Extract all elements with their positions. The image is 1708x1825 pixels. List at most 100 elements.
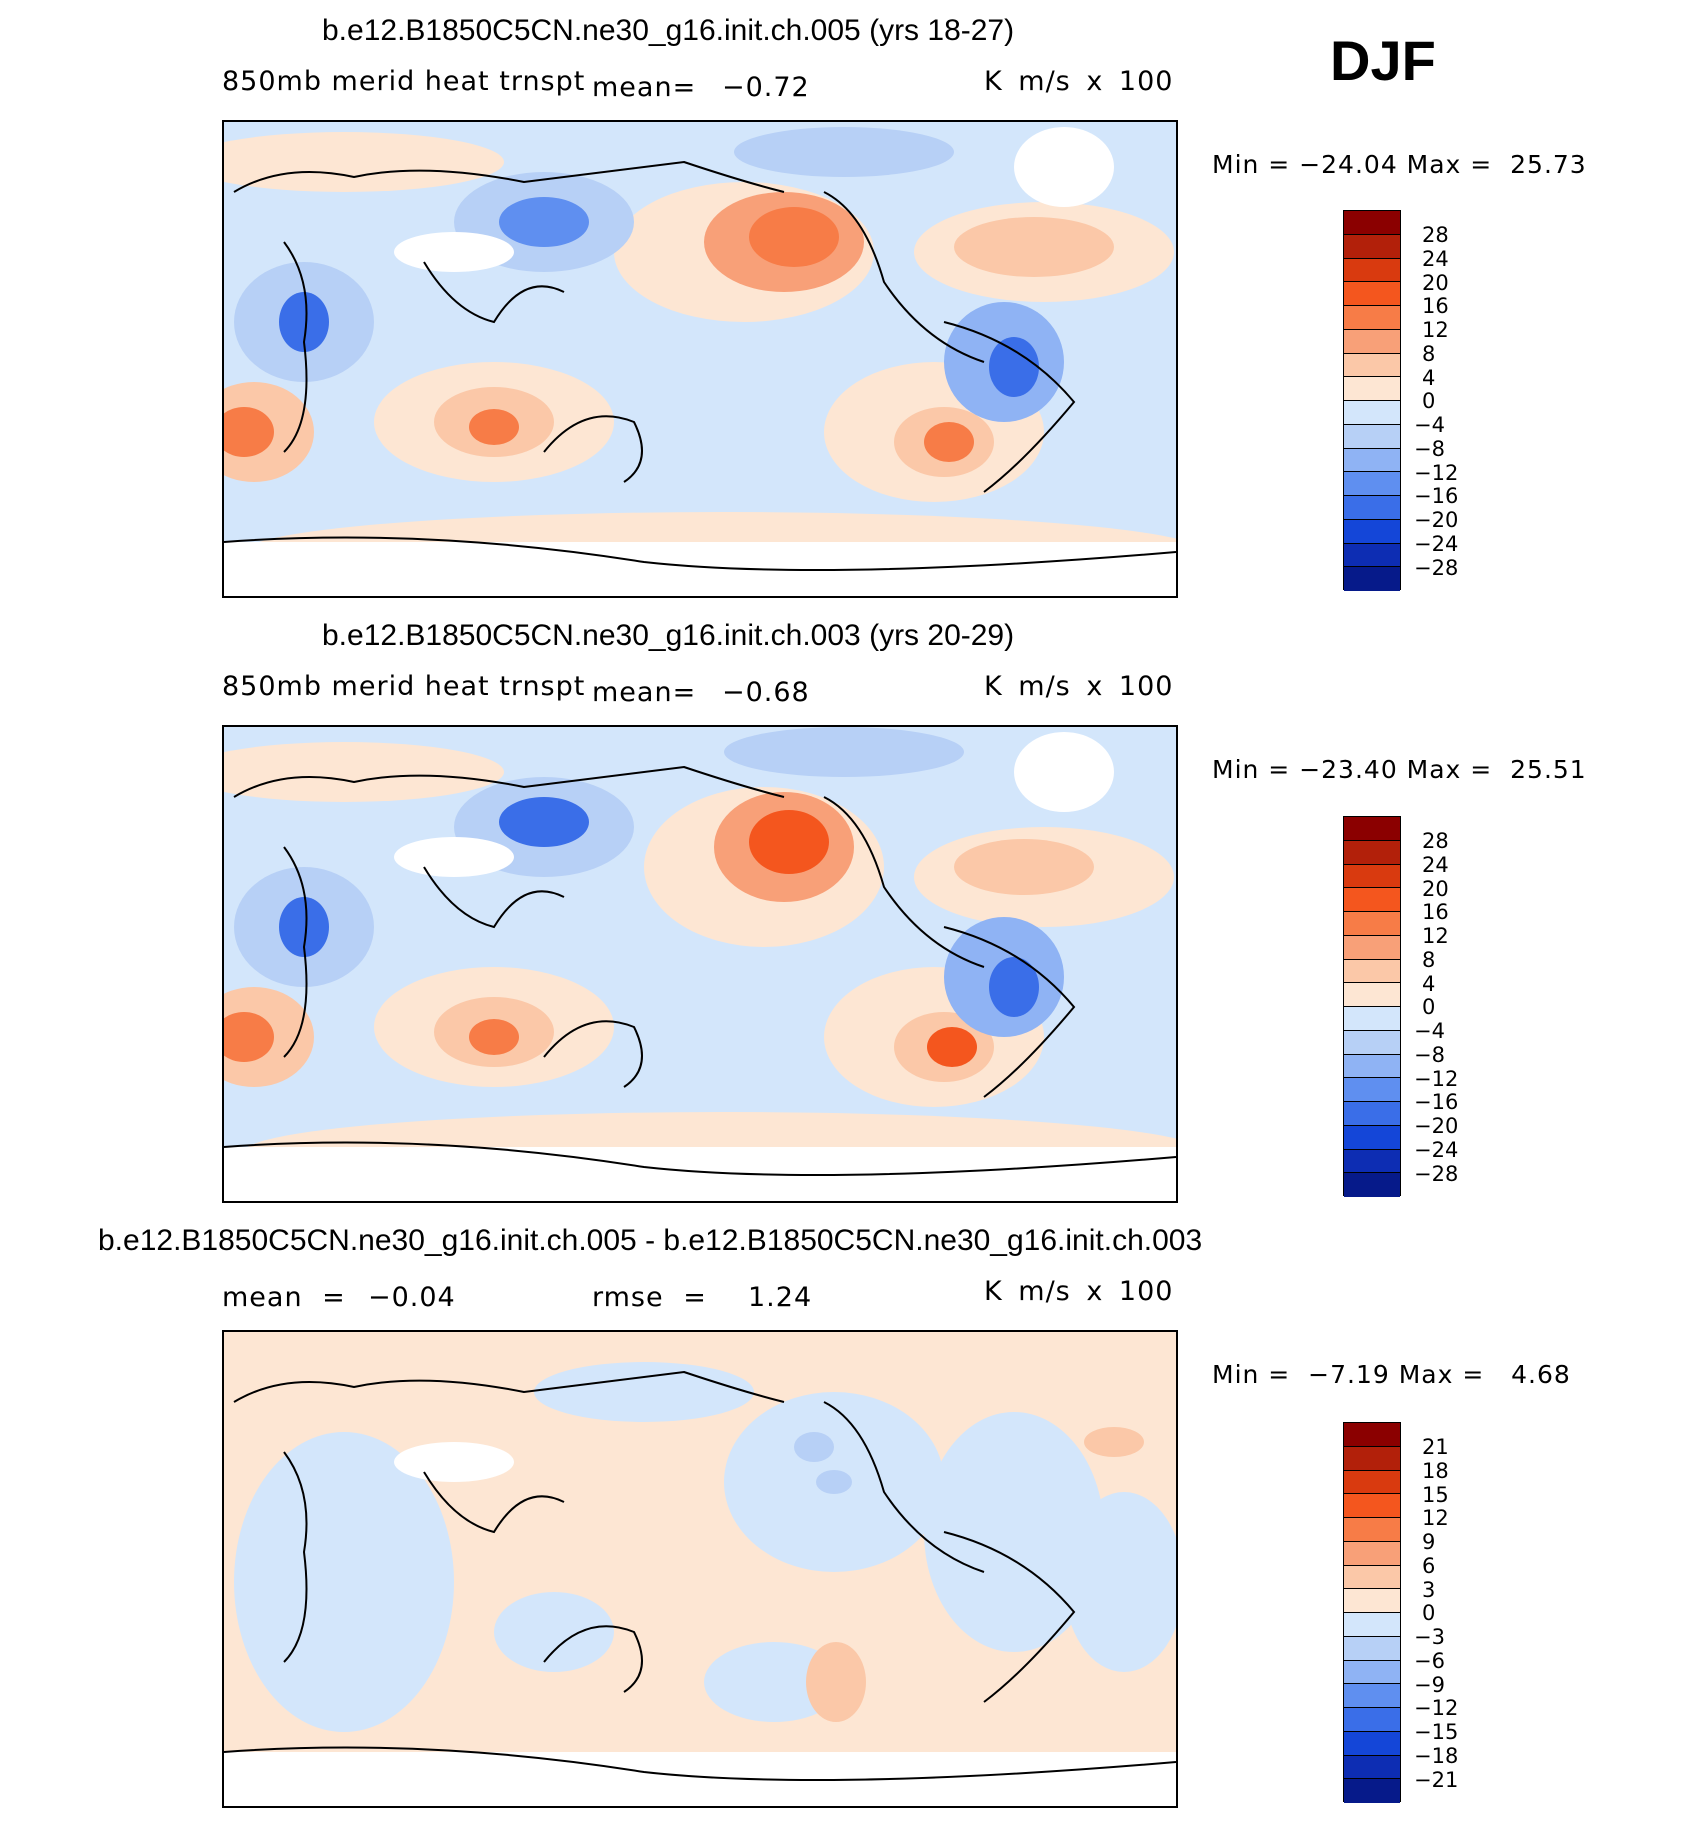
- panel1-units: K m/s x 100: [984, 66, 1174, 97]
- colorbar-swatch: [1344, 329, 1400, 354]
- colorbar-label: −12: [1414, 1696, 1459, 1720]
- colorbar-swatch: [1344, 567, 1400, 591]
- colorbar-swatch: [1344, 912, 1400, 936]
- colorbar-label: 15: [1422, 1483, 1449, 1507]
- colorbar-label: 18: [1422, 1459, 1449, 1483]
- colorbar-label: 3: [1422, 1578, 1436, 1602]
- colorbar-swatch: [1344, 472, 1400, 496]
- panel2-units: K m/s x 100: [984, 671, 1174, 702]
- colorbar-swatch: [1344, 817, 1400, 841]
- colorbar-label: −16: [1414, 484, 1459, 508]
- colorbar-label: 12: [1422, 1506, 1449, 1530]
- colorbar-swatch: [1344, 1589, 1400, 1613]
- colorbar-label: 9: [1422, 1530, 1436, 1554]
- panel3-title: b.e12.B1850C5CN.ne30_g16.init.ch.005 - b…: [98, 1224, 1203, 1257]
- panel3-rmse-value: 1.24: [748, 1282, 813, 1313]
- colorbar-swatch: [1344, 840, 1400, 865]
- colorbar-label: 20: [1422, 877, 1449, 901]
- colorbar-label: −20: [1414, 508, 1459, 532]
- colorbar-swatch: [1344, 1030, 1400, 1055]
- colorbar-label: 4: [1422, 972, 1436, 996]
- colorbar-label: 0: [1422, 389, 1436, 413]
- colorbar-swatch: [1344, 959, 1400, 984]
- colorbar-swatch: [1344, 1470, 1400, 1495]
- panel1-mean-value: −0.72: [722, 72, 810, 103]
- colorbar-label: −28: [1414, 556, 1459, 580]
- colorbar-swatch: [1344, 306, 1400, 330]
- panel3-mean-value: −0.04: [368, 1282, 456, 1313]
- colorbar-swatch: [1344, 1007, 1400, 1031]
- panel1-variable: 850mb merid heat trnspt: [222, 66, 586, 97]
- colorbar-label: −21: [1414, 1768, 1459, 1792]
- colorbar-label: −6: [1414, 1649, 1445, 1673]
- colorbar-label: 12: [1422, 924, 1449, 948]
- panel2-minmax: Min = −23.40 Max = 25.51: [1212, 755, 1587, 784]
- colorbar-swatch: [1344, 1102, 1400, 1126]
- colorbar-swatch: [1344, 1708, 1400, 1732]
- colorbar-label: 20: [1422, 271, 1449, 295]
- colorbar-swatch: [1344, 519, 1400, 544]
- panel2-field: [224, 727, 1176, 1201]
- colorbar-swatch: [1344, 1173, 1400, 1197]
- colorbar-label: −8: [1414, 1043, 1445, 1067]
- panel2-variable: 850mb merid heat trnspt: [222, 671, 586, 702]
- colorbar-label: −4: [1414, 413, 1445, 437]
- colorbar-label: −20: [1414, 1114, 1459, 1138]
- colorbar-swatch: [1344, 935, 1400, 960]
- colorbar-swatch: [1344, 401, 1400, 425]
- colorbar-label: −24: [1414, 532, 1459, 556]
- colorbar-swatch: [1344, 1779, 1400, 1803]
- colorbar-label: 24: [1422, 247, 1449, 271]
- colorbar-label: 16: [1422, 294, 1449, 318]
- panel2-colorbar: [1343, 816, 1401, 1197]
- panel2-map: [222, 725, 1178, 1203]
- colorbar-label: −9: [1414, 1673, 1445, 1697]
- colorbar-label: 0: [1422, 1601, 1436, 1625]
- colorbar-label: 28: [1422, 829, 1449, 853]
- panel1-minmax: Min = −24.04 Max = 25.73: [1212, 150, 1587, 179]
- colorbar-swatch: [1344, 1125, 1400, 1150]
- colorbar-swatch: [1344, 1541, 1400, 1566]
- colorbar-swatch: [1344, 1660, 1400, 1685]
- colorbar-label: 24: [1422, 853, 1449, 877]
- colorbar-swatch: [1344, 1565, 1400, 1590]
- colorbar-label: 12: [1422, 318, 1449, 342]
- panel3-field: [224, 1332, 1176, 1806]
- panel1-colorbar: [1343, 210, 1401, 591]
- panel3-rmse-label: rmse =: [592, 1282, 707, 1313]
- colorbar-label: −24: [1414, 1138, 1459, 1162]
- colorbar-label: −3: [1414, 1625, 1445, 1649]
- colorbar-label: −18: [1414, 1744, 1459, 1768]
- panel3-units: K m/s x 100: [984, 1276, 1174, 1307]
- colorbar-swatch: [1344, 448, 1400, 473]
- colorbar-swatch: [1344, 864, 1400, 889]
- colorbar-swatch: [1344, 983, 1400, 1007]
- panel3-minmax: Min = −7.19 Max = 4.68: [1212, 1360, 1571, 1389]
- colorbar-swatch: [1344, 1149, 1400, 1174]
- colorbar-swatch: [1344, 1684, 1400, 1708]
- panel2-mean-value: −0.68: [722, 677, 810, 708]
- colorbar-swatch: [1344, 377, 1400, 401]
- colorbar-swatch: [1344, 1054, 1400, 1079]
- colorbar-label: −28: [1414, 1162, 1459, 1186]
- colorbar-label: −8: [1414, 437, 1445, 461]
- colorbar-swatch: [1344, 1613, 1400, 1637]
- panel3-map: [222, 1330, 1178, 1808]
- colorbar-swatch: [1344, 282, 1400, 306]
- season-label: DJF: [1330, 29, 1436, 92]
- colorbar-label: 0: [1422, 995, 1436, 1019]
- panel3-colorbar: [1343, 1422, 1401, 1803]
- colorbar-label: 8: [1422, 948, 1436, 972]
- colorbar-label: 6: [1422, 1554, 1436, 1578]
- colorbar-label: 8: [1422, 342, 1436, 366]
- colorbar-swatch: [1344, 888, 1400, 912]
- colorbar-swatch: [1344, 496, 1400, 520]
- panel2-mean-label: mean=: [592, 677, 697, 708]
- panel3-mean-label: mean =: [222, 1282, 346, 1313]
- colorbar-swatch: [1344, 1518, 1400, 1542]
- colorbar-swatch: [1344, 353, 1400, 378]
- colorbar-label: 4: [1422, 366, 1436, 390]
- colorbar-label: −15: [1414, 1720, 1459, 1744]
- colorbar-swatch: [1344, 1078, 1400, 1102]
- panel1-title: b.e12.B1850C5CN.ne30_g16.init.ch.005 (yr…: [322, 14, 1015, 47]
